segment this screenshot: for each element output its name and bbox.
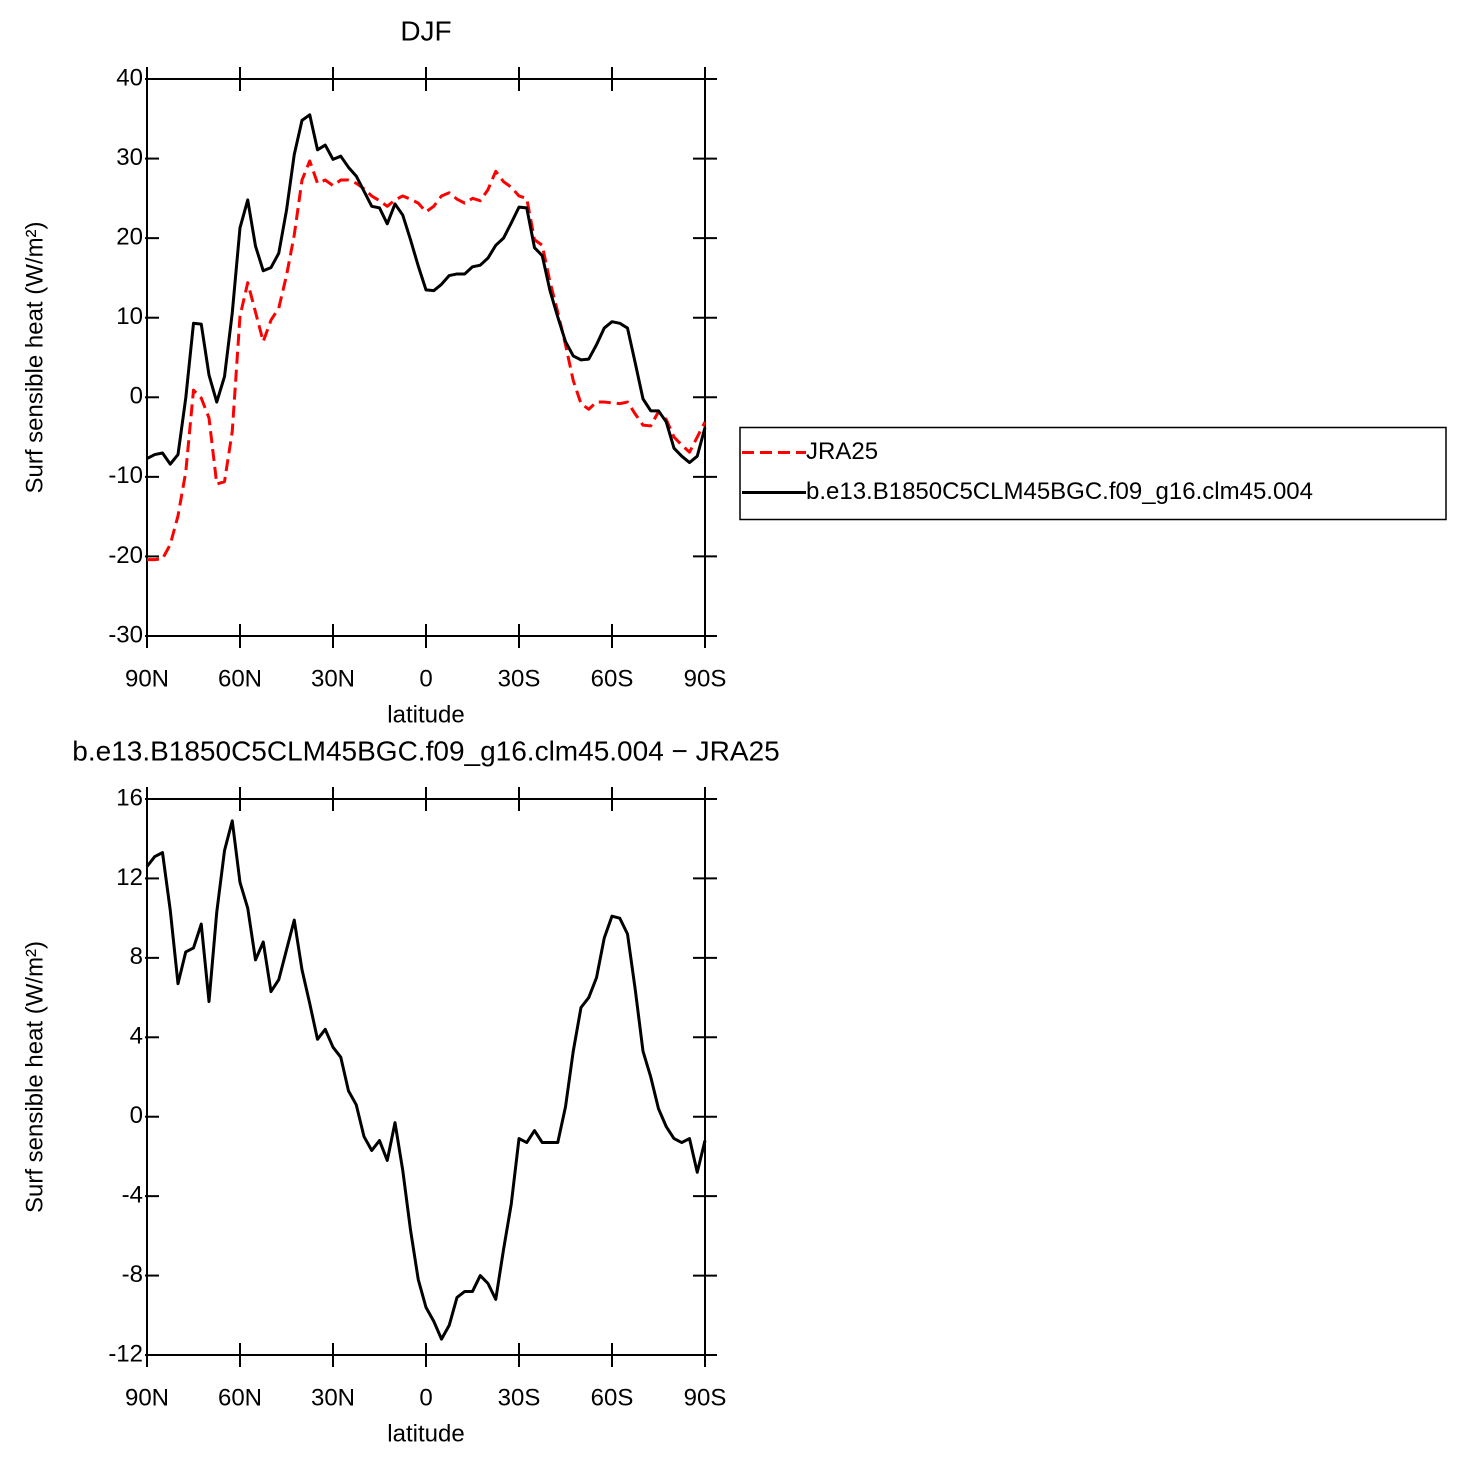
x-tick-label: 60S — [591, 665, 634, 692]
y-tick-label: 0 — [130, 1102, 143, 1129]
y-tick-label: 20 — [116, 223, 143, 250]
x-tick-label: 30N — [311, 1384, 355, 1411]
legend-box — [739, 426, 1447, 521]
plot-frame — [146, 78, 706, 637]
y-axis-label: Surf sensible heat (W/m²) — [21, 941, 48, 1213]
y-tick-label: -4 — [122, 1181, 143, 1208]
y-tick-label: 16 — [116, 784, 143, 811]
y-tick-label: 40 — [116, 64, 143, 91]
chart-title: b.e13.B1850C5CLM45BGC.f09_g16.clm45.004 … — [72, 735, 779, 766]
y-tick-label: 8 — [130, 943, 143, 970]
x-tick-label: 90S — [684, 665, 727, 692]
x-tick-label: 30S — [498, 1384, 541, 1411]
y-tick-label: -20 — [108, 542, 143, 569]
x-axis-label: latitude — [387, 1420, 464, 1447]
data-line — [147, 159, 707, 562]
x-tick-label: 90N — [125, 665, 169, 692]
data-line — [145, 819, 707, 1341]
y-tick-label: 12 — [116, 864, 143, 891]
x-tick-label: 60N — [218, 1384, 262, 1411]
y-tick-label: -8 — [122, 1261, 143, 1288]
y-tick-label: 4 — [130, 1023, 143, 1050]
data-line — [146, 113, 707, 466]
y-tick-label: -30 — [108, 621, 143, 648]
chart-title: DJF — [400, 15, 451, 46]
y-tick-label: 10 — [116, 303, 143, 330]
x-tick-label: 30N — [311, 665, 355, 692]
y-tick-label: -10 — [108, 462, 143, 489]
x-tick-label: 90N — [125, 1384, 169, 1411]
plot-frame — [146, 798, 706, 1356]
x-tick-label: 60N — [218, 665, 262, 692]
x-axis-label: latitude — [387, 701, 464, 728]
y-tick-label: 0 — [130, 383, 143, 410]
x-tick-label: 90S — [684, 1384, 727, 1411]
x-tick-label: 0 — [419, 665, 432, 692]
y-axis-label: Surf sensible heat (W/m²) — [21, 221, 48, 493]
legend-label: JRA25 — [806, 438, 878, 465]
y-tick-label: 30 — [116, 144, 143, 171]
x-tick-label: 60S — [591, 1384, 634, 1411]
legend-label: b.e13.B1850C5CLM45BGC.f09_g16.clm45.004 — [806, 478, 1313, 505]
x-tick-label: 0 — [419, 1384, 432, 1411]
x-tick-label: 30S — [498, 665, 541, 692]
y-tick-label: -12 — [108, 1340, 143, 1367]
